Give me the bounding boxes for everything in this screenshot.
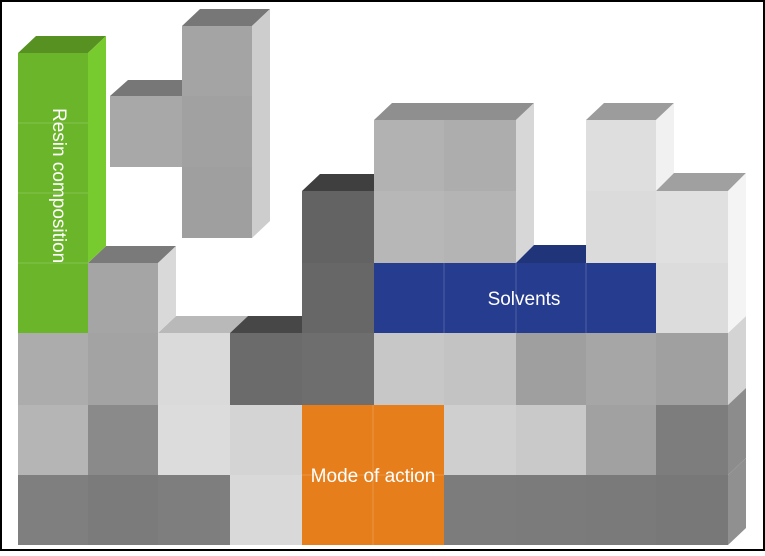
block — [158, 333, 230, 405]
block-top-face — [230, 316, 302, 333]
mode-of-action-label: Mode of action — [311, 466, 436, 487]
block — [656, 263, 728, 333]
cube-seams — [18, 122, 587, 545]
gray-block-under-bar — [88, 246, 176, 333]
block-side-face — [516, 103, 534, 263]
bottom-row — [18, 475, 728, 545]
block — [18, 475, 88, 545]
block — [656, 475, 728, 545]
block — [586, 191, 656, 263]
block-side-face — [728, 388, 746, 475]
mode-block-front — [302, 405, 444, 545]
block — [230, 405, 302, 475]
block — [302, 191, 374, 263]
block — [444, 120, 516, 191]
block-top-face — [110, 80, 182, 96]
resin-bar-front — [18, 53, 88, 333]
block — [444, 333, 516, 405]
block — [374, 120, 444, 191]
block-top-face — [374, 103, 534, 120]
middle-row — [18, 405, 728, 475]
block-top-face — [88, 246, 176, 263]
block — [516, 475, 586, 545]
dark-column — [302, 174, 374, 333]
solvents-label: Solvents — [488, 289, 561, 310]
block — [182, 26, 252, 96]
solvents-bar: Solvents — [374, 245, 656, 333]
resin-composition-label: Resin composition — [48, 108, 69, 263]
block — [302, 263, 374, 333]
block — [158, 475, 230, 545]
block — [374, 191, 444, 263]
block — [230, 475, 302, 545]
block-top-face — [302, 174, 374, 191]
block — [18, 405, 88, 475]
floating-piece — [110, 9, 270, 238]
block — [444, 405, 516, 475]
block — [656, 405, 728, 475]
block — [586, 120, 656, 191]
block — [586, 405, 656, 475]
block — [88, 405, 158, 475]
block — [656, 333, 728, 405]
block — [516, 333, 586, 405]
block — [444, 191, 516, 263]
resin-composition-bar: Resin composition — [18, 36, 106, 333]
block-top-face — [158, 316, 248, 333]
block — [88, 475, 158, 545]
block-top-face — [656, 173, 746, 191]
solvents-bar-top-face — [516, 245, 586, 263]
block — [516, 405, 586, 475]
block-side-face — [728, 316, 746, 405]
block-top-face — [586, 103, 674, 120]
block-side-face — [728, 458, 746, 545]
block-side-face — [728, 173, 746, 333]
block — [444, 475, 516, 545]
upper-row — [18, 333, 728, 405]
block-side-face — [158, 246, 176, 333]
block-top-face — [182, 9, 270, 26]
block — [182, 167, 252, 238]
block — [230, 333, 302, 405]
block — [374, 333, 444, 405]
right-column — [586, 103, 746, 333]
block — [88, 333, 158, 405]
block — [302, 333, 374, 405]
block — [110, 96, 182, 167]
block — [656, 191, 728, 263]
block-side-face — [252, 9, 270, 238]
mode-of-action-block: Mode of action — [302, 405, 444, 545]
light-block-group — [374, 103, 534, 263]
block — [88, 263, 158, 333]
block — [586, 333, 656, 405]
block — [182, 96, 252, 167]
solvents-bar-front — [374, 263, 656, 333]
resin-bar-side-face — [88, 36, 106, 263]
resin-bar-top-face — [18, 36, 106, 53]
block-side-face — [656, 103, 674, 191]
block — [158, 405, 230, 475]
block — [18, 333, 88, 405]
block — [586, 475, 656, 545]
